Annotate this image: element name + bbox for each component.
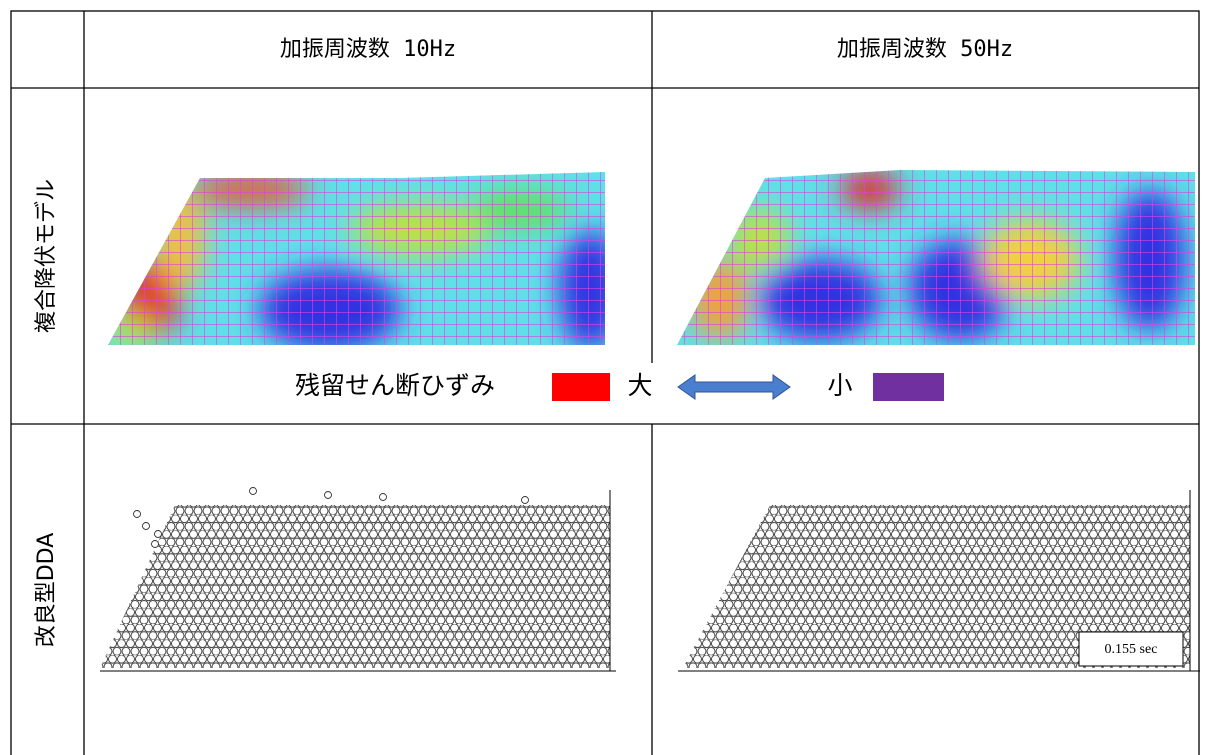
legend-swatch: [873, 373, 944, 401]
column-header: 加振周波数 50Hz: [837, 37, 1013, 62]
legend-swatch: [552, 373, 610, 401]
time-annotation: 0.155 sec: [1105, 642, 1158, 657]
legend-small: 小: [827, 371, 852, 400]
fem-contour: [100, 165, 620, 350]
row-label: 改良型DDA: [34, 533, 59, 648]
column-header: 加振周波数 10Hz: [280, 37, 456, 62]
legend-title: 残留せん断ひずみ: [295, 371, 495, 400]
legend-arrow: [678, 375, 790, 399]
fem-contour: [670, 165, 1200, 350]
particle-image: [95, 488, 616, 672]
particle-image: 0.155 sec: [678, 490, 1200, 671]
row-label: 複合降伏モデル: [34, 179, 59, 333]
legend-large: 大: [627, 371, 652, 400]
page: 加振周波数 10Hz 加振周波数 50Hz 複合降伏モデル 改良型DDA: [0, 0, 1208, 755]
